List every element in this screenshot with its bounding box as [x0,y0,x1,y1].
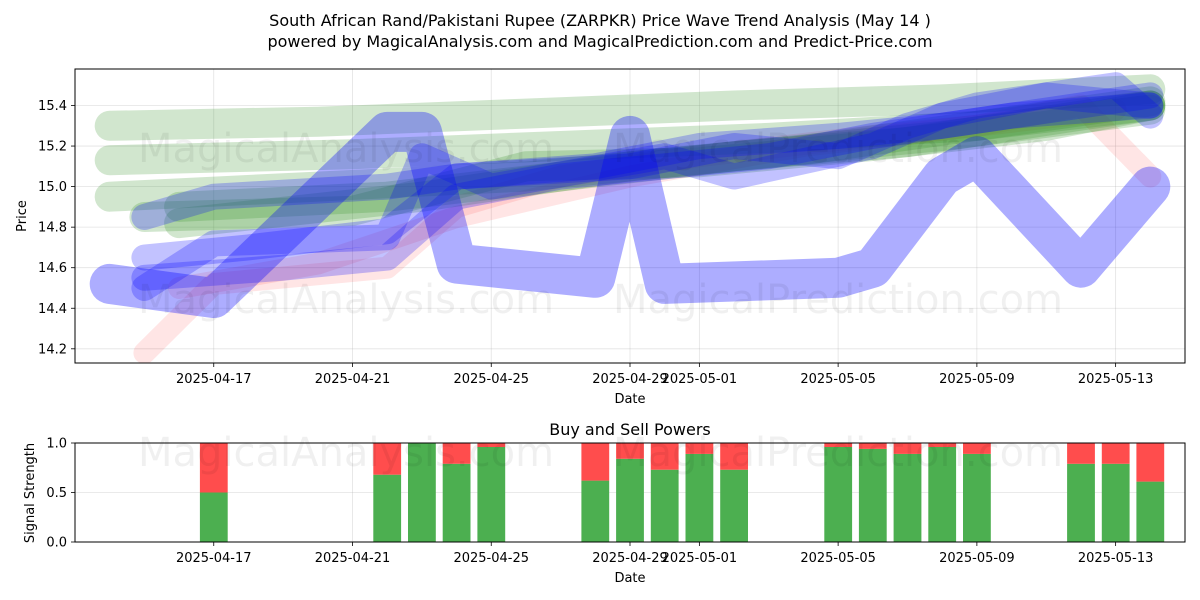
buy-power-bar [442,463,471,542]
blue-wave-band [89,111,1171,319]
price-y-tick-label: 14.4 [38,302,67,317]
buy-power-bar [858,448,887,542]
watermark-prediction-mid: MagicalPrediction.com [613,277,1063,323]
watermark-analysis-bottom: MagicalAnalysis.com [138,430,554,476]
price-x-axis-label: Date [614,392,645,407]
green-wave-band [94,90,1166,176]
buy-power-bar [720,469,748,542]
watermark-prediction-bottom: MagicalPrediction.com [613,430,1063,476]
blue-wave-band [131,72,1164,271]
signal-panel-title: Buy and Sell Powers [549,420,711,439]
buy-power-bar [477,447,506,542]
sell-power-bar [824,443,853,447]
red-wave-band [133,94,1162,363]
green-wave-band [164,86,1166,239]
sell-power-bar [616,443,644,459]
signal-y-ticks: 0.0 0.5 1.0 [46,437,75,551]
signal-panel: Buy and Sell Powers MagicalAnalysis.com … [23,420,1186,586]
buy-power-bar [928,447,957,542]
blue-wave-band [131,82,1164,230]
buy-power-bar [373,474,402,542]
price-y-tick-label: 15.2 [38,140,67,155]
blue-wave-band [131,92,1164,291]
buy-power-bar [408,443,436,542]
green-wave-band [94,74,1166,141]
sell-power-bar [650,443,679,470]
price-x-tick-label: 2025-05-09 [939,372,1015,387]
price-y-tick-label: 15.4 [38,99,67,114]
price-y-tick-label: 14.8 [38,221,67,236]
buy-power-bar [616,458,644,542]
sell-power-bar [893,443,922,454]
sell-power-bar [1067,443,1095,464]
green-wave-band [164,90,1166,222]
chart-title-line1: South African Rand/Pakistani Rupee (ZARP… [269,11,931,30]
buy-power-bar [1101,463,1130,542]
price-y-ticks: 14.2 14.4 14.6 14.8 15.0 15.2 15.4 [38,99,75,357]
price-wave-bands [89,72,1171,363]
watermark-prediction-top: MagicalPrediction.com [613,126,1063,172]
sell-power-bar [477,443,506,447]
buy-power-bar [650,469,679,542]
red-wave-band [168,98,1127,299]
signal-y-tick-label: 0.5 [46,486,67,501]
buy-power-bar [963,453,991,542]
price-x-ticks: 2025-04-17 2025-04-21 2025-04-25 2025-04-29… [176,363,1153,387]
sell-power-bar [720,443,748,470]
price-grid [75,69,1185,363]
signal-x-tick-label: 2025-05-05 [800,551,876,566]
sell-power-bar [685,443,714,454]
buy-power-bar [824,447,853,542]
buy-power-bar [199,492,228,542]
signal-y-axis-label: Signal Strength [23,443,38,543]
signal-x-axis-label: Date [614,571,645,586]
green-wave-band [129,90,1166,232]
sell-power-bar [442,443,471,464]
buy-power-bar [893,453,922,542]
sell-power-bar [1101,443,1130,464]
buy-power-bar [581,480,610,542]
sell-power-bar [199,443,228,493]
price-x-tick-label: 2025-05-05 [800,372,876,387]
sell-power-bar [373,443,402,475]
sell-power-bar [963,443,991,454]
watermark-analysis-mid: MagicalAnalysis.com [138,277,554,323]
chart-title-line2: powered by MagicalAnalysis.com and Magic… [267,32,932,51]
price-x-tick-label: 2025-04-25 [453,372,529,387]
signal-x-tick-label: 2025-04-21 [315,551,391,566]
signal-bars [199,443,1165,542]
signal-x-tick-label: 2025-05-13 [1078,551,1154,566]
signal-x-tick-label: 2025-05-09 [939,551,1015,566]
signal-x-tick-label: 2025-04-25 [453,551,529,566]
signal-y-tick-label: 1.0 [46,437,67,452]
sell-power-bar [858,443,887,449]
signal-x-tick-label: 2025-04-17 [176,551,252,566]
price-x-tick-label: 2025-04-17 [176,372,252,387]
price-x-tick-label: 2025-05-13 [1078,372,1154,387]
sell-power-bar [1136,443,1165,482]
blue-wave-band [131,82,1164,301]
signal-y-tick-label: 0.0 [46,536,67,551]
price-x-tick-label: 2025-05-01 [662,372,738,387]
price-y-axis-label: Price [15,200,30,232]
price-y-tick-label: 14.6 [38,261,67,276]
green-wave-band [94,94,1166,212]
price-x-tick-label: 2025-04-29 [592,372,668,387]
signal-x-ticks: 2025-04-17 2025-04-21 2025-04-25 2025-04-29… [176,542,1153,566]
buy-power-bar [1067,463,1095,542]
sell-power-bar [581,443,610,481]
price-y-tick-label: 15.0 [38,180,67,195]
signal-x-tick-label: 2025-05-01 [662,551,738,566]
signal-x-tick-label: 2025-04-29 [592,551,668,566]
price-x-tick-label: 2025-04-21 [315,372,391,387]
buy-power-bar [685,453,714,542]
price-panel: MagicalAnalysis.com MagicalPrediction.co… [15,68,1186,407]
watermark-analysis-top: MagicalAnalysis.com [138,126,554,172]
sell-power-bar [928,443,957,447]
buy-power-bar [1136,481,1165,542]
price-y-tick-label: 14.2 [38,342,67,357]
